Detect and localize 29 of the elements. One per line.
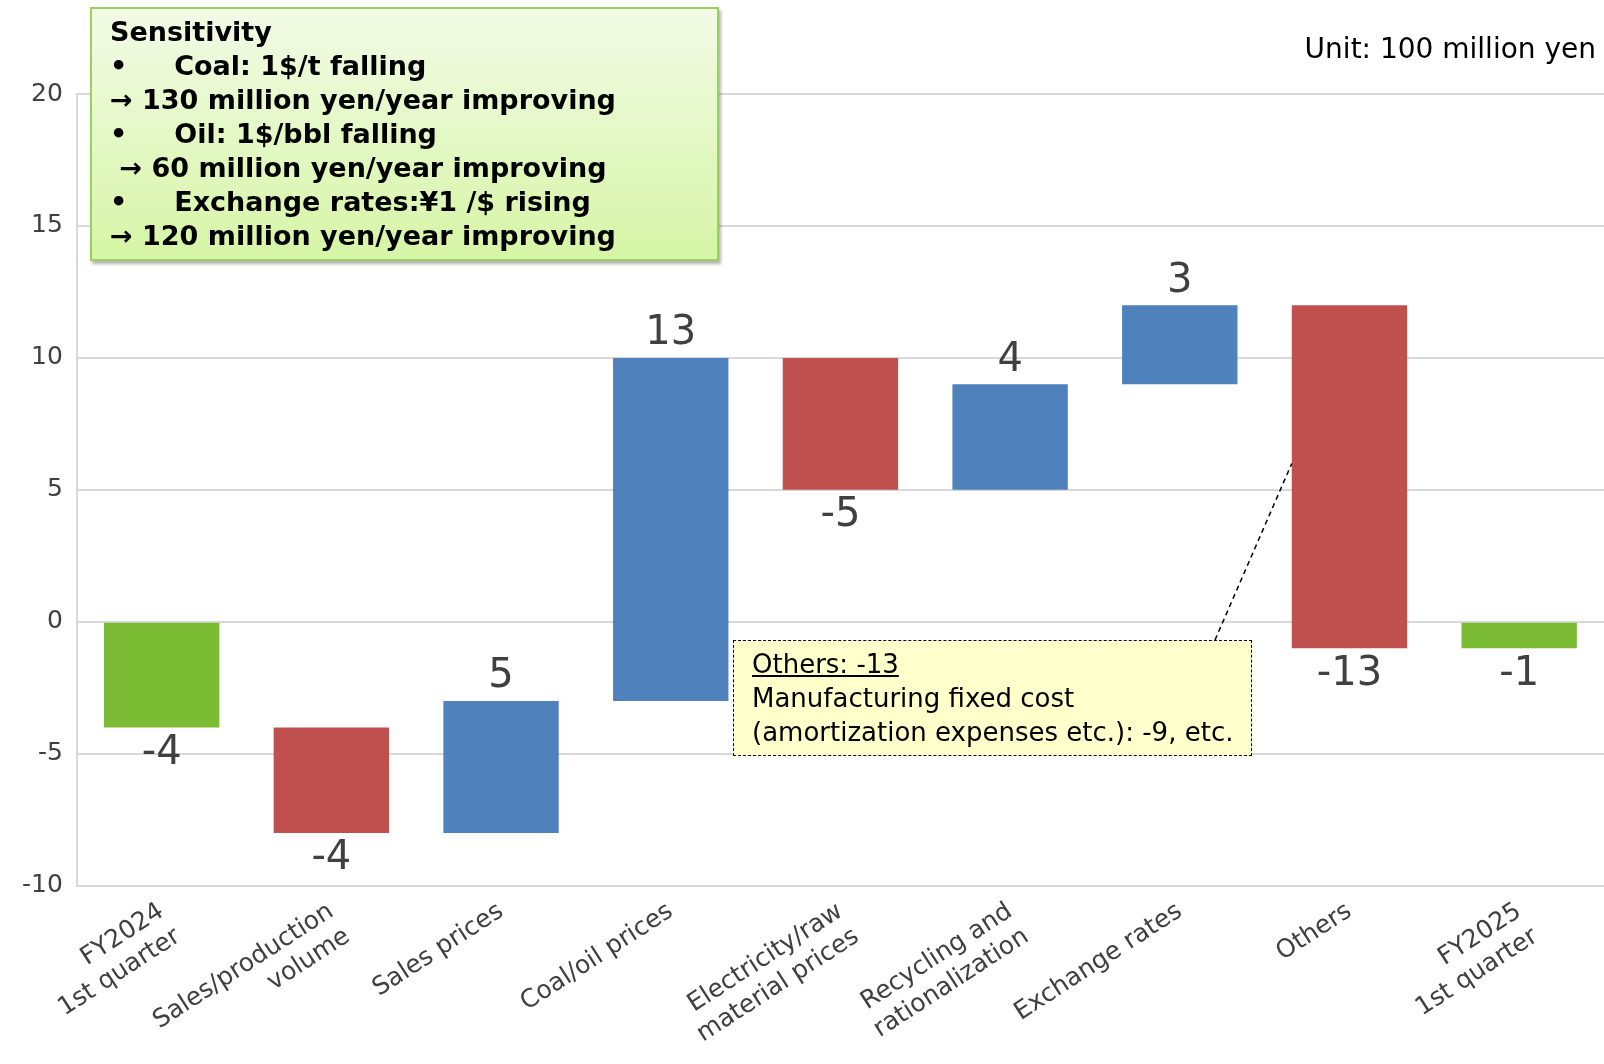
bar bbox=[103, 622, 220, 728]
data-label: -4 bbox=[311, 832, 352, 879]
y-tick-label: 15 bbox=[31, 209, 63, 239]
y-tick-label: -10 bbox=[21, 869, 63, 899]
bar bbox=[1461, 622, 1577, 649]
annotation: Others: -13 Manufacturing fixed cost (amortization expenses etc.): -9, etc. bbox=[752, 648, 1234, 749]
data-label: 13 bbox=[645, 307, 697, 354]
y-tick-label: 5 bbox=[46, 473, 63, 503]
data-label: 5 bbox=[488, 650, 514, 697]
bar bbox=[443, 701, 559, 833]
bar bbox=[1291, 305, 1408, 649]
bar bbox=[1122, 305, 1238, 385]
y-tick-label: 0 bbox=[46, 605, 63, 635]
data-label: 3 bbox=[1167, 254, 1193, 301]
sensitivity-box: Sensitivity • Coal: 1$/t falling → 130 million yen/year improving • Oil: 1$/bbl falling → 60 million yen/year improving • Exchange rates:¥1 /$ rising → 120 million yen/year improving bbox=[90, 7, 719, 261]
bar bbox=[952, 384, 1068, 490]
bar bbox=[782, 357, 899, 490]
bar bbox=[613, 357, 729, 701]
bar bbox=[273, 727, 390, 833]
data-label: -4 bbox=[141, 726, 182, 773]
y-tick-label: -5 bbox=[37, 737, 63, 767]
annotation: Sensitivity • Coal: 1$/t falling → 130 million yen/year improving • Oil: 1$/bbl falling → 60 million yen/year improving • Exchange rates:¥1 /$ rising → 120 million yen/year improving bbox=[110, 15, 617, 253]
data-label: 4 bbox=[997, 333, 1023, 380]
y-tick-label: 10 bbox=[31, 341, 63, 371]
y-tick-label: 20 bbox=[31, 77, 63, 107]
data-label: -13 bbox=[1316, 647, 1383, 694]
text: Unit: 100 million yen bbox=[1304, 32, 1596, 66]
data-label: -5 bbox=[820, 489, 861, 536]
data-label: -1 bbox=[1499, 647, 1540, 694]
